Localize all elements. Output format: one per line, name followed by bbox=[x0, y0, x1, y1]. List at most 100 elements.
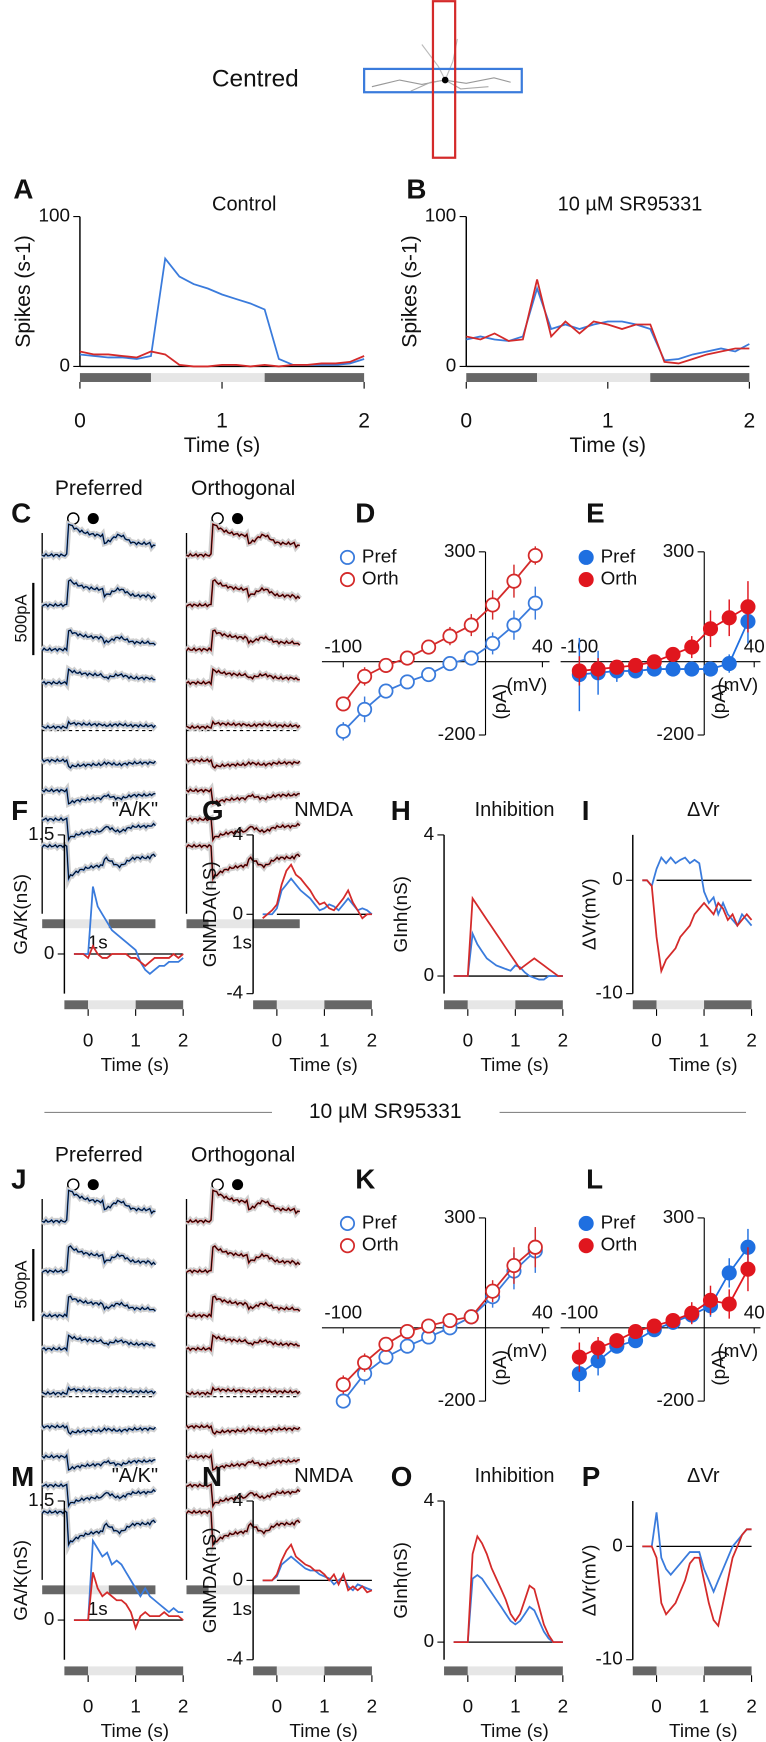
data-line bbox=[79, 350, 365, 368]
scale-label: 500pA bbox=[12, 1260, 31, 1309]
fit-line bbox=[342, 554, 536, 705]
scale-label: 500pA bbox=[12, 593, 31, 642]
data-point bbox=[628, 657, 644, 673]
stim-bar bbox=[150, 373, 265, 382]
y-tick-label: -10 bbox=[596, 1648, 623, 1669]
x-axis-label: Time (s) bbox=[101, 1720, 169, 1741]
data-point bbox=[721, 1265, 737, 1281]
fit-line bbox=[579, 606, 749, 672]
trace-band bbox=[40, 576, 158, 611]
data-line bbox=[73, 886, 184, 975]
data-point bbox=[335, 1393, 351, 1409]
chart-title: ΔVr bbox=[687, 799, 720, 821]
panel-letter: N bbox=[202, 1461, 222, 1492]
data-point bbox=[442, 656, 458, 672]
x-tick-label: 0 bbox=[74, 410, 86, 433]
stim-bar bbox=[467, 1666, 516, 1676]
trace-band bbox=[184, 576, 302, 611]
data-point bbox=[442, 1312, 458, 1329]
trace-title: Orthogonal bbox=[191, 477, 295, 500]
panel-letter: G bbox=[202, 795, 224, 826]
data-point bbox=[628, 1323, 644, 1340]
data-point bbox=[571, 663, 587, 679]
data-point bbox=[721, 656, 737, 672]
time-scale-label: 1s bbox=[232, 1598, 252, 1619]
stim-bar bbox=[208, 1585, 254, 1595]
stim-bar bbox=[88, 1000, 136, 1010]
x-axis-label: (mV) bbox=[717, 674, 758, 695]
trace-band bbox=[185, 520, 301, 561]
legend-label: Pref bbox=[362, 1211, 397, 1232]
y-axis-label: (pA) bbox=[489, 684, 510, 720]
data-point bbox=[335, 723, 351, 739]
y-tick-label: -4 bbox=[226, 982, 243, 1003]
trace-model bbox=[41, 629, 156, 652]
data-point bbox=[740, 599, 756, 615]
marker-filled bbox=[87, 512, 99, 525]
y-axis-label: (pA) bbox=[708, 684, 729, 720]
data-line bbox=[79, 256, 365, 366]
y-tick-label: 300 bbox=[444, 540, 475, 561]
stim-bar bbox=[253, 919, 300, 929]
x-tick-label: 1 bbox=[216, 410, 228, 433]
stim-bar bbox=[186, 919, 209, 929]
stim-bar bbox=[208, 919, 254, 929]
x-tick-label: 2 bbox=[558, 1695, 569, 1716]
x-tick-label: 0 bbox=[83, 1695, 94, 1716]
legend-marker bbox=[578, 549, 594, 565]
data-point bbox=[399, 1338, 415, 1354]
y-tick-label: -10 bbox=[596, 982, 623, 1003]
data-point bbox=[506, 617, 522, 633]
x-tick-label: 40 bbox=[532, 1301, 553, 1322]
bar-horizontal bbox=[363, 67, 523, 94]
trace-model bbox=[41, 668, 156, 686]
chart-title: 10 µM SR95331 bbox=[558, 194, 703, 216]
legend-label: Orth bbox=[601, 568, 638, 589]
x-tick-label: 2 bbox=[367, 1029, 378, 1050]
panel-letter: K bbox=[355, 1164, 375, 1195]
data-point bbox=[463, 1309, 479, 1325]
stim-bar bbox=[88, 1666, 136, 1676]
dendrite bbox=[421, 38, 458, 82]
stim-bar bbox=[64, 1666, 89, 1676]
stim-bar bbox=[276, 1000, 325, 1010]
data-point bbox=[527, 1239, 543, 1255]
stim-bar bbox=[79, 373, 151, 382]
x-tick-label: 1 bbox=[319, 1029, 330, 1050]
x-tick-label: 1 bbox=[602, 410, 614, 433]
data-point bbox=[421, 667, 437, 683]
chart-title: Control bbox=[212, 194, 276, 216]
stim-bar bbox=[64, 919, 109, 929]
y-tick-label: -200 bbox=[438, 723, 476, 744]
data-point bbox=[335, 1377, 351, 1393]
stim-bar bbox=[704, 1666, 752, 1676]
data-point bbox=[399, 674, 415, 690]
trace-model bbox=[186, 720, 301, 730]
panel-letter: H bbox=[391, 795, 411, 826]
stim-bar bbox=[467, 1000, 516, 1010]
trace-model bbox=[42, 817, 156, 842]
data-point bbox=[442, 628, 458, 644]
trace-model bbox=[186, 1245, 301, 1274]
trace-model bbox=[41, 758, 156, 769]
y-tick-label: 4 bbox=[233, 823, 243, 844]
trace-model bbox=[186, 523, 300, 558]
trace-model bbox=[41, 844, 156, 881]
data-line bbox=[453, 930, 563, 981]
legend-label: Orth bbox=[601, 1234, 638, 1255]
stim-bar bbox=[444, 1000, 468, 1010]
x-tick-label: 1 bbox=[130, 1029, 140, 1050]
y-axis-label: GNMDA(nS) bbox=[199, 861, 220, 967]
legend-marker bbox=[339, 572, 356, 588]
y-tick-label: -4 bbox=[226, 1648, 243, 1669]
data-point bbox=[357, 1355, 373, 1371]
x-tick-label: 40 bbox=[744, 1301, 765, 1322]
y-tick-label: 4 bbox=[424, 823, 435, 844]
trace bbox=[41, 843, 157, 883]
panel-letter: J bbox=[11, 1164, 26, 1195]
stim-bar bbox=[632, 1666, 657, 1676]
y-tick-label: 1.5 bbox=[28, 1489, 54, 1510]
trace-model bbox=[41, 1295, 156, 1318]
y-axis-label: Spikes (s-1) bbox=[398, 235, 421, 347]
data-point bbox=[335, 696, 351, 712]
